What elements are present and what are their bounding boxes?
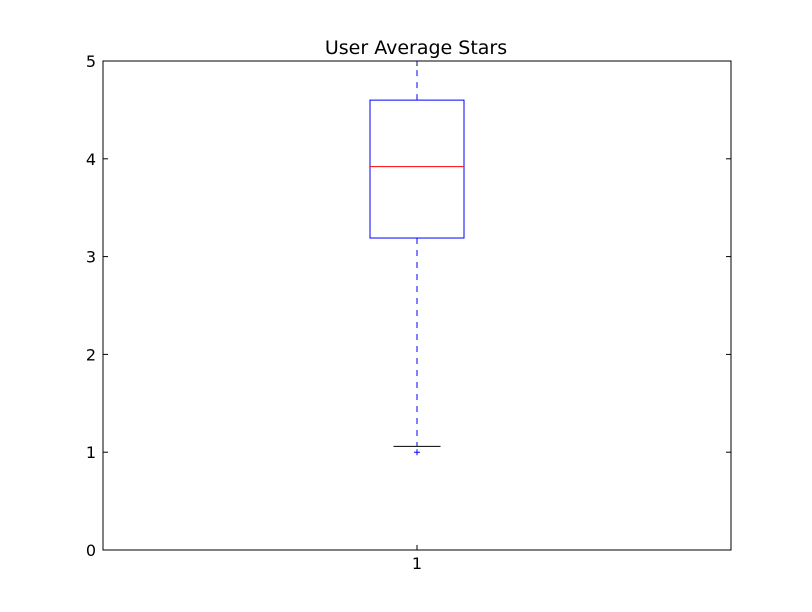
box-body (369, 99, 465, 239)
y-tick-label: 3 (86, 248, 96, 267)
plot-area: 0 1 2 3 4 5 1 (86, 52, 732, 573)
x-tick-label: 1 (412, 554, 422, 573)
axes-frame (102, 60, 732, 551)
y-tick-label: 1 (86, 443, 96, 462)
outlier-marker (414, 449, 420, 456)
chart-title: User Average Stars (325, 37, 507, 59)
y-tick-label: 2 (86, 345, 96, 364)
y-tick-label: 0 (86, 541, 96, 560)
y-tick-label: 4 (86, 150, 96, 169)
y-tick-label: 5 (86, 52, 96, 71)
